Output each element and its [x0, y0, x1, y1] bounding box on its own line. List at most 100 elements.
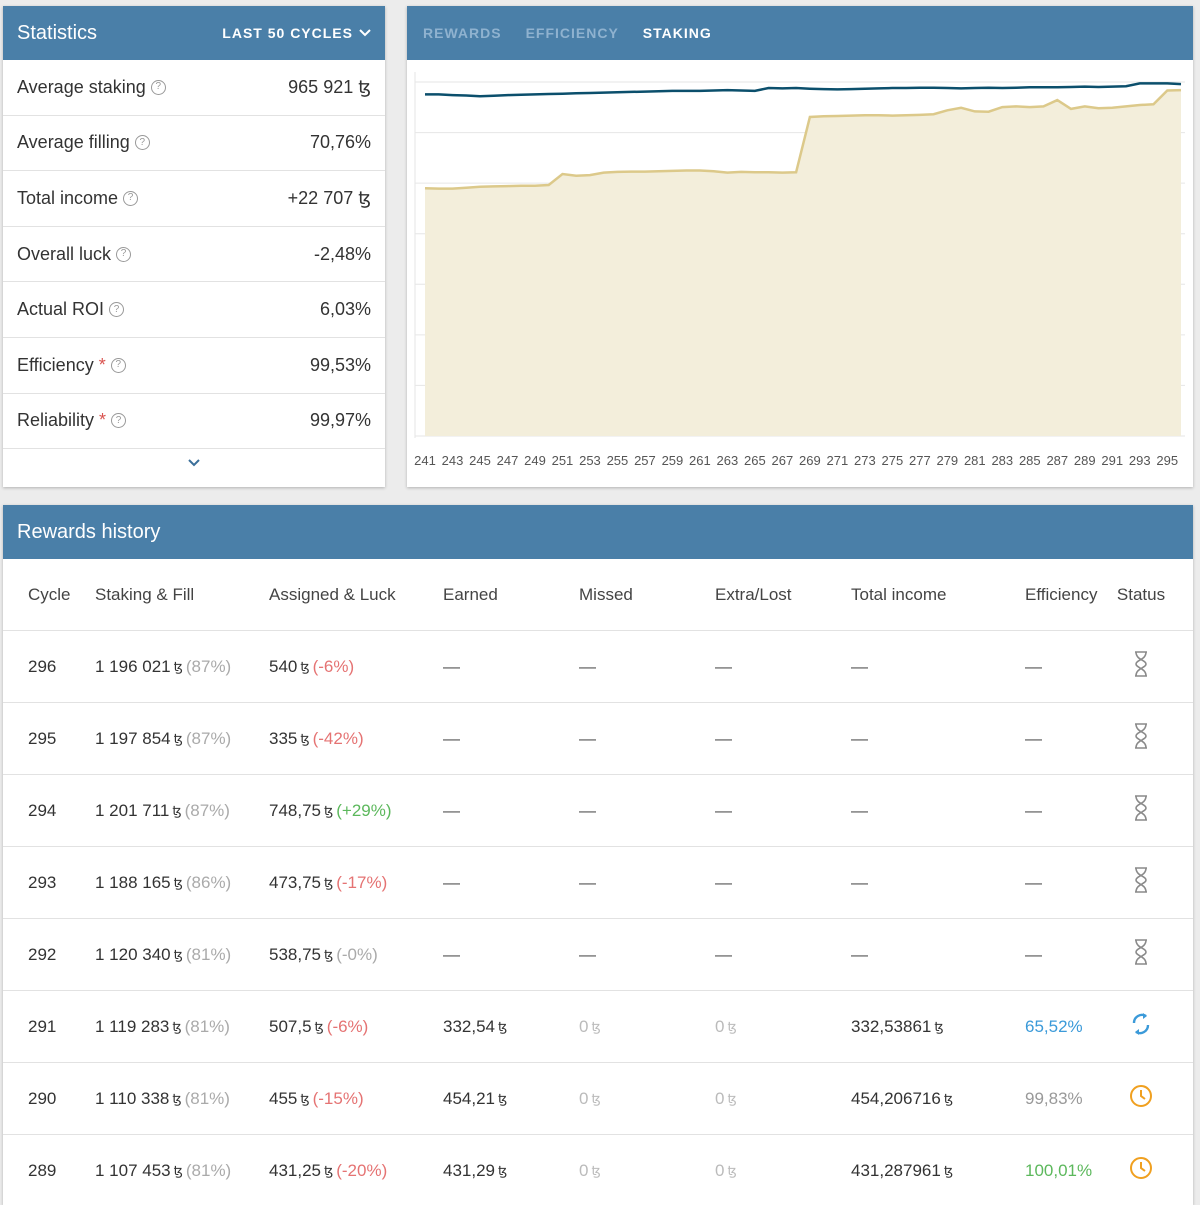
staking-area-fill — [425, 90, 1181, 436]
staking-amount: 1 120 340 — [95, 944, 171, 964]
tez-symbol: ꜩ — [324, 874, 334, 890]
staking-amount: 1 197 854 — [95, 728, 171, 748]
stat-row: Actual ROI? 6,03% — [3, 282, 385, 338]
column-header[interactable]: Total income — [851, 584, 947, 604]
column-header[interactable]: Assigned & Luck — [269, 584, 396, 604]
table-row[interactable]: 292 1 120 340 ꜩ (81%) 538,75 ꜩ (-0%) — — — — — — [3, 919, 1193, 991]
help-icon[interactable]: ? — [111, 413, 127, 429]
stat-value: 6,03% — [319, 299, 371, 320]
table-row[interactable]: 295 1 197 854 ꜩ (87%) 335 ꜩ (-42%) — — — — — — [3, 703, 1193, 775]
expand-stats-button[interactable] — [3, 449, 385, 467]
extra-lost: — — [715, 872, 732, 892]
table-row[interactable]: 289 1 107 453 ꜩ (81%) 431,25 ꜩ (-20%) 431,29 ꜩ 0 ꜩ… — [3, 1135, 1193, 1205]
column-header[interactable]: Status — [1116, 584, 1166, 604]
luck-percent: (+29%) — [336, 800, 392, 820]
tez-symbol: ꜩ — [591, 1018, 601, 1034]
extra-lost: — — [715, 944, 732, 964]
table-row[interactable]: 293 1 188 165 ꜩ (86%) 473,75 ꜩ (-17%) — — — — — — [3, 847, 1193, 919]
chart-card: REWARDS EFFICIENCY STAKING 241 243 245 247 249… — [407, 6, 1193, 487]
extra-lost-cell: — — [715, 775, 732, 846]
x-tick-label: 271 — [827, 453, 849, 468]
column-header[interactable]: Cycle — [28, 584, 71, 604]
required-star: * — [99, 410, 107, 431]
x-tick-label: 255 — [607, 453, 629, 468]
tez-symbol: ꜩ — [324, 946, 334, 962]
tab-rewards[interactable]: REWARDS — [423, 25, 502, 41]
column-header[interactable]: Efficiency — [1025, 584, 1098, 604]
x-tick-label: 261 — [689, 453, 711, 468]
x-tick-label: 289 — [1074, 453, 1096, 468]
help-icon[interactable]: ? — [116, 246, 132, 262]
status-cell — [1121, 919, 1161, 990]
hourglass-icon — [1133, 938, 1149, 971]
assigned-amount: 335 — [269, 728, 298, 748]
stat-row: Total income? +22 707 ꜩ — [3, 171, 385, 227]
assigned-amount: 455 — [269, 1088, 298, 1108]
stat-label-group: Reliability *? — [17, 410, 127, 431]
x-tick-label: 283 — [991, 453, 1013, 468]
period-dropdown[interactable]: LAST 50 CYCLES — [222, 25, 371, 41]
x-tick-label: 275 — [881, 453, 903, 468]
status-cell — [1121, 1135, 1161, 1205]
missed: 0 — [579, 1160, 589, 1180]
stat-value: 70,76% — [309, 132, 371, 153]
tez-symbol: ꜩ — [943, 1090, 954, 1106]
table-row[interactable]: 291 1 119 283 ꜩ (81%) 507,5 ꜩ (-6%) 332,54 ꜩ 0 ꜩ 0 ꜩ… — [3, 991, 1193, 1063]
extra-lost: 0 — [715, 1016, 725, 1036]
extra-lost-cell: — — [715, 919, 732, 990]
luck-percent: (-6%) — [326, 1016, 369, 1036]
tez-symbol: ꜩ — [591, 1162, 601, 1178]
x-tick-label: 263 — [717, 453, 739, 468]
rewards-table-body: 296 1 196 021 ꜩ (87%) 540 ꜩ (-6%) — — — — —295 1 197… — [3, 631, 1193, 1205]
stat-row: Overall luck? -2,48% — [3, 227, 385, 283]
tez-symbol: ꜩ — [172, 1018, 182, 1034]
extra-lost: — — [715, 728, 732, 748]
table-row[interactable]: 294 1 201 711 ꜩ (87%) 748,75 ꜩ (+29%) — — — — — — [3, 775, 1193, 847]
stat-row: Average staking? 965 921 ꜩ — [3, 60, 385, 116]
staking-cell: 1 196 021 ꜩ (87%) — [95, 631, 231, 702]
help-icon[interactable]: ? — [150, 79, 166, 95]
x-tick-label: 253 — [579, 453, 601, 468]
statistics-title: Statistics — [17, 21, 98, 44]
required-star: * — [98, 354, 106, 375]
period-label: LAST 50 CYCLES — [222, 25, 353, 41]
total-income: — — [851, 944, 868, 964]
earned-cell: 332,54 ꜩ — [443, 991, 507, 1062]
x-tick-label: 249 — [524, 453, 546, 468]
efficiency: — — [1025, 872, 1042, 892]
staking-chart: 241 243 245 247 249 251 253 255 257 259 261 263 265 2… — [414, 72, 1185, 468]
x-tick-label: 279 — [936, 453, 958, 468]
help-icon[interactable]: ? — [109, 302, 125, 318]
help-icon[interactable]: ? — [134, 135, 150, 151]
x-tick-label: 251 — [552, 453, 574, 468]
extra-lost: — — [715, 656, 732, 676]
column-header[interactable]: Staking & Fill — [95, 584, 195, 604]
rewards-history-card: Rewards history Cycle Staking & Fill Assig… — [3, 505, 1193, 1205]
statistics-list: Average staking? 965 921 ꜩ Average filling… — [3, 60, 385, 450]
stat-value: 99,53% — [309, 354, 371, 375]
total-income: — — [851, 872, 868, 892]
tab-staking[interactable]: STAKING — [642, 25, 712, 41]
help-icon[interactable]: ? — [110, 357, 126, 373]
staking-cell: 1 107 453 ꜩ (81%) — [95, 1135, 231, 1205]
staking-amount: 1 110 338 — [95, 1088, 170, 1108]
assigned-cell: 507,5 ꜩ (-6%) — [269, 991, 368, 1062]
cycle: 293 — [28, 872, 57, 892]
column-header[interactable]: Earned — [443, 584, 498, 604]
tez-symbol: ꜩ — [300, 730, 310, 746]
tez-symbol: ꜩ — [300, 658, 310, 674]
cycle: 290 — [28, 1088, 57, 1108]
tez-symbol: ꜩ — [591, 1090, 601, 1106]
tab-efficiency[interactable]: EFFICIENCY — [525, 25, 619, 41]
extra-lost: 0 — [715, 1160, 725, 1180]
tez-symbol: ꜩ — [934, 1018, 944, 1034]
column-header[interactable]: Missed — [579, 584, 633, 604]
help-icon[interactable]: ? — [123, 190, 139, 206]
fill-percent: (81%) — [184, 1088, 230, 1108]
chevron-down-icon — [359, 29, 371, 37]
total-income-cell: — — [851, 919, 868, 990]
table-row[interactable]: 290 1 110 338 ꜩ (81%) 455 ꜩ (-15%) 454,21 ꜩ 0 ꜩ 0 ꜩ 4… — [3, 1063, 1193, 1135]
table-row[interactable]: 296 1 196 021 ꜩ (87%) 540 ꜩ (-6%) — — — — — — [3, 631, 1193, 703]
column-header[interactable]: Extra/Lost — [715, 584, 792, 604]
